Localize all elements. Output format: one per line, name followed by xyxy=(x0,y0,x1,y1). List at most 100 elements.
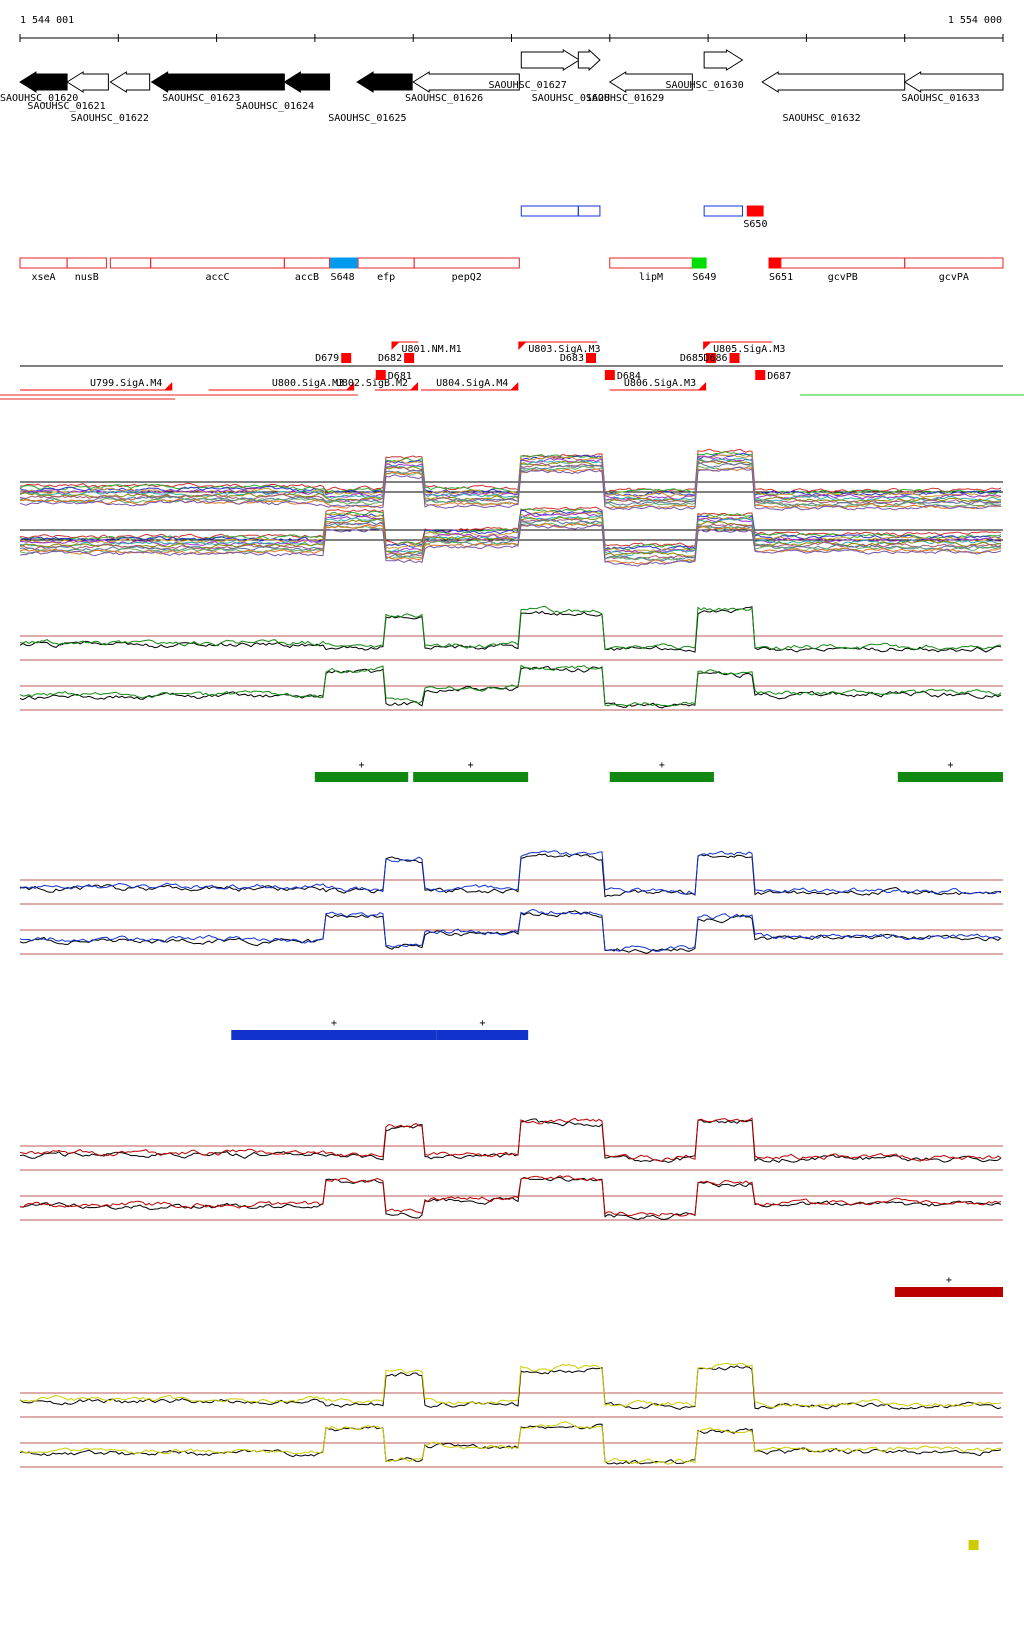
condition-profile-colored xyxy=(19,1421,1002,1465)
annotation-label: xseA xyxy=(31,272,55,283)
promoter-flag xyxy=(703,342,712,350)
annotation-box xyxy=(609,257,693,269)
annotation-box xyxy=(904,257,1004,269)
promoter-flag xyxy=(164,382,173,390)
gene-label: SAOUHSC_01623 xyxy=(162,93,240,104)
expression-profile-line xyxy=(19,511,1002,555)
condition-profile-colored xyxy=(19,850,1002,896)
promoter-flag xyxy=(698,382,707,390)
gene-arrow xyxy=(19,71,68,93)
condition-bar xyxy=(897,772,1003,782)
annotation-box xyxy=(150,257,285,269)
gene-arrow xyxy=(150,71,285,93)
condition-profile-black xyxy=(19,1423,1002,1465)
ruler-start-label: 1 544 001 xyxy=(20,15,74,26)
gene-label: SAOUHSC_01624 xyxy=(236,101,314,112)
gene-arrow xyxy=(66,71,109,93)
gene-arrow xyxy=(761,71,906,93)
annotation-box xyxy=(109,257,152,269)
condition-profile-colored xyxy=(19,1117,1002,1162)
condition-bar-sign: + xyxy=(946,1275,952,1286)
gene-label: SAOUHSC_01628 xyxy=(532,93,610,104)
annotation-label: gcvPA xyxy=(939,272,969,283)
utr-label: U806.SigA.M3 xyxy=(624,378,696,389)
annotation-box xyxy=(19,257,68,269)
expression-profile-line xyxy=(19,455,1002,501)
expression-profile-line xyxy=(19,516,1002,557)
condition-bar xyxy=(314,772,409,782)
annotation-box xyxy=(357,257,415,269)
terminator-mark xyxy=(585,353,596,363)
transcript-track: S650 xyxy=(520,205,767,230)
expression-profile-line xyxy=(19,509,1002,551)
promoter-flag xyxy=(510,382,519,390)
terminator-mark xyxy=(604,370,615,380)
terminator-mark xyxy=(404,353,415,363)
gene-label: SAOUHSC_01626 xyxy=(405,93,483,104)
expression-profile-line xyxy=(19,519,1002,562)
annotation-label: accB xyxy=(295,272,319,283)
condition-tracks: + + + + + + + xyxy=(231,760,1003,1550)
condition-profile-colored xyxy=(19,605,1002,651)
annotation-label: pepQ2 xyxy=(452,272,482,283)
condition-profile-colored xyxy=(19,908,1002,952)
gene-arrow xyxy=(608,71,693,93)
annotation-box xyxy=(413,257,520,269)
utr-label: U800.SigA.M3 xyxy=(272,378,344,389)
annotation-box xyxy=(330,257,358,269)
annotation-label: gcvPB xyxy=(828,272,858,283)
annotation-box xyxy=(768,257,782,269)
annotation-track: xseA nusB accC accB S648 efp pepQ2 lipM S649 S651… xyxy=(19,257,1004,283)
annotation-label: nusB xyxy=(75,272,99,283)
promoter-flag xyxy=(518,342,527,350)
terminator-mark xyxy=(755,370,766,380)
gene-arrow xyxy=(356,71,413,93)
condition-bar xyxy=(609,772,714,782)
utr-label: U799.SigA.M4 xyxy=(90,378,162,389)
gene-label: SAOUHSC_01625 xyxy=(328,113,406,124)
condition-bar-sign: + xyxy=(947,760,953,771)
gene-label: SAOUHSC_01621 xyxy=(27,101,105,112)
expression-profile-line xyxy=(19,452,1002,497)
condition-profile-black xyxy=(19,1176,1002,1221)
utr-label: U802.SigB.M2 xyxy=(336,378,408,389)
expression-profile-line xyxy=(19,448,1002,494)
annotation-box xyxy=(780,257,906,269)
annotation-label: S649 xyxy=(692,272,716,283)
condition-bar-sign: + xyxy=(659,760,665,771)
gene-label: SAOUHSC_01632 xyxy=(782,113,860,124)
expression-profile-line xyxy=(19,523,1002,567)
promoter-flag xyxy=(410,382,419,390)
gene-arrow xyxy=(903,71,1004,93)
gene-arrow xyxy=(109,71,151,93)
promoter-flag xyxy=(391,342,400,350)
condition-profile-black xyxy=(19,1118,1002,1163)
transcript-box xyxy=(577,205,601,217)
annotation-label: accC xyxy=(205,272,229,283)
expression-profile-line xyxy=(19,466,1002,511)
transcript-box xyxy=(520,205,579,217)
condition-bar-sign: + xyxy=(468,760,474,771)
gene-arrow xyxy=(520,49,581,71)
transcript-label: S650 xyxy=(743,219,767,230)
ruler-ticks xyxy=(19,34,1004,42)
utr-label: U801.NM.M1 xyxy=(402,344,462,355)
utr-label: U805.SigA.M3 xyxy=(713,344,785,355)
gene-arrow xyxy=(577,48,601,72)
expression-profile-line xyxy=(19,459,1002,505)
ruler-end-label: 1 554 000 xyxy=(948,15,1002,26)
gene-arrow xyxy=(283,71,331,93)
transcript-box xyxy=(703,205,743,217)
annotation-label: efp xyxy=(377,272,395,283)
transcript-box xyxy=(746,205,764,217)
gene-arrow xyxy=(412,71,520,93)
expression-profile-line xyxy=(19,461,1002,508)
condition-profile-black xyxy=(19,1365,1002,1410)
annotation-label: S648 xyxy=(331,272,355,283)
terminator-label: D684 xyxy=(617,371,641,382)
expression-profile-line xyxy=(19,522,1002,565)
promoter-flag xyxy=(346,382,355,390)
